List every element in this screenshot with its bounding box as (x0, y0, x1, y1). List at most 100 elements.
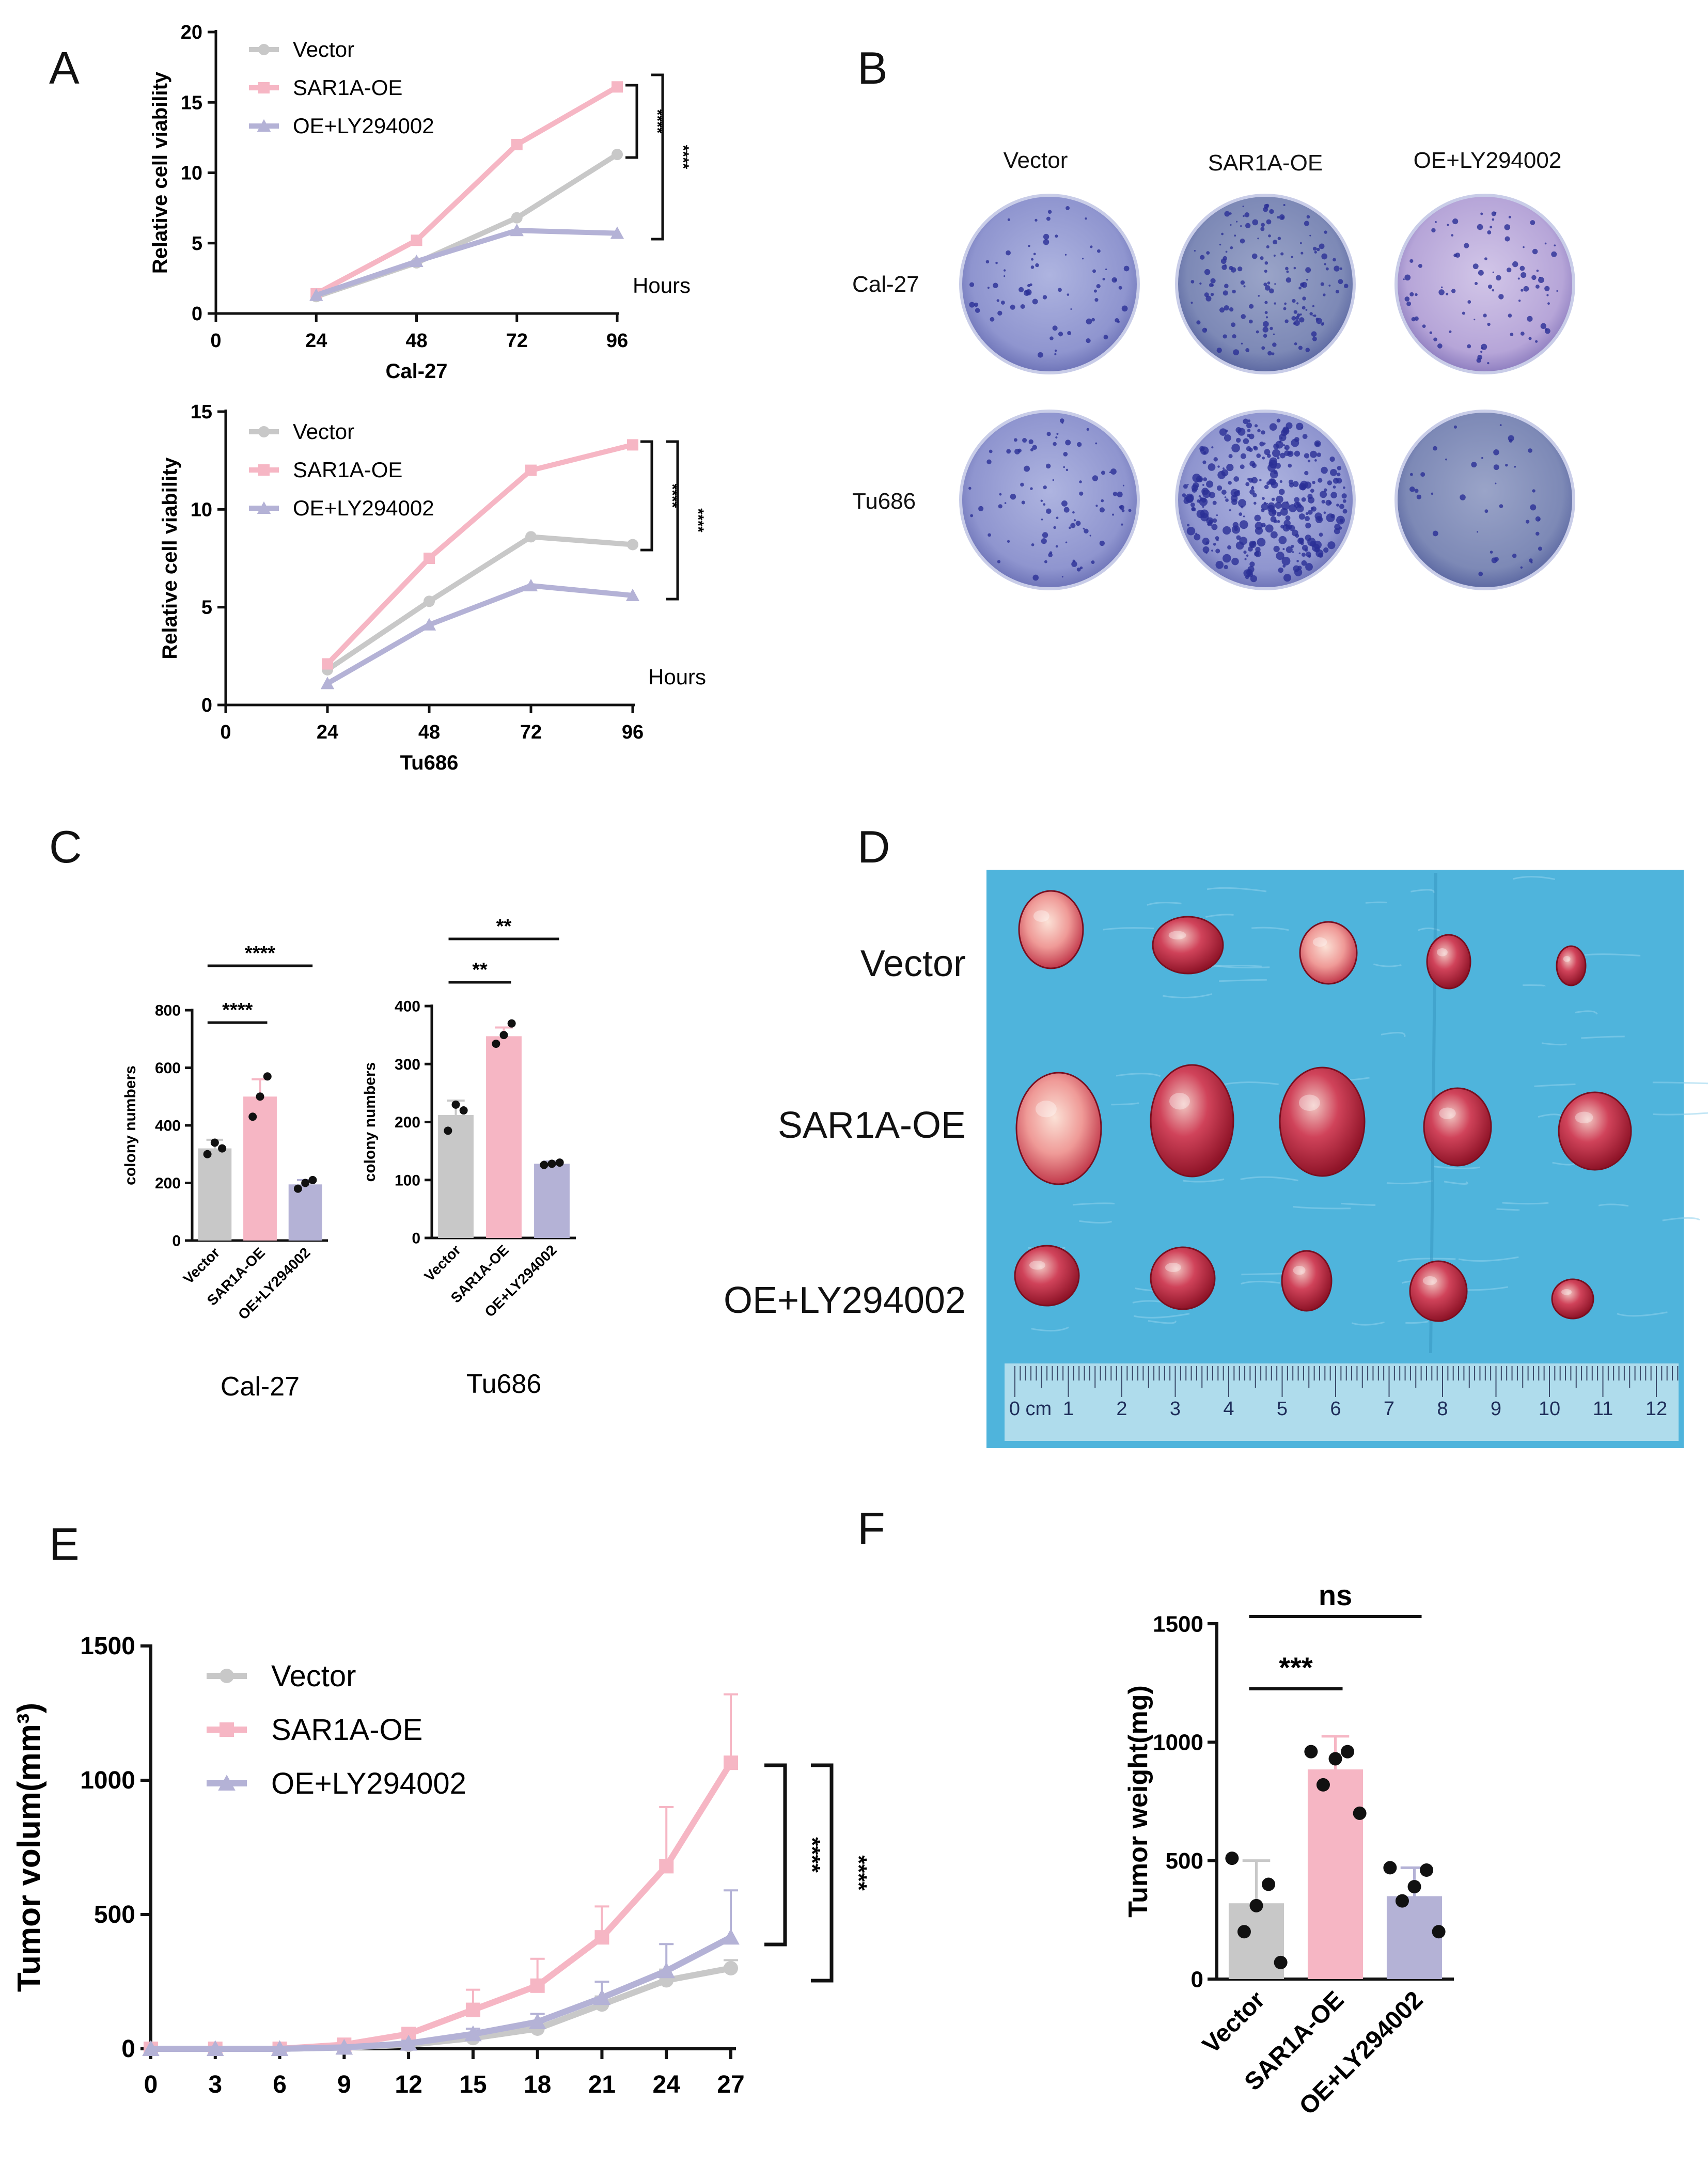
series-OE+LY294002: OE+LY294002 (142, 1767, 740, 2056)
series-Vector: Vector (144, 1659, 738, 2056)
data-point (627, 439, 638, 451)
tumor (1281, 1250, 1333, 1312)
x-tick-label: 27 (717, 2071, 744, 2098)
y-tick-label: 200 (155, 1175, 181, 1192)
colony-dish (959, 410, 1140, 590)
series-line (151, 1761, 734, 2052)
tumor (1150, 1246, 1216, 1310)
x-tick-label: 0 (220, 721, 231, 743)
data-point (528, 2013, 546, 2029)
bar-Vector (1228, 1903, 1284, 1979)
series-line (326, 583, 633, 686)
significance-label: **** (690, 508, 707, 532)
y-tick-label: 500 (94, 1901, 135, 1928)
data-point (555, 1158, 564, 1167)
significance-bracket (640, 440, 653, 552)
data-point (308, 1175, 317, 1184)
y-tick-label: 1500 (1153, 1611, 1203, 1637)
data-point (1304, 1745, 1318, 1759)
data-point (263, 1072, 272, 1081)
data-point (524, 578, 538, 592)
significance-bracket (764, 1763, 787, 1947)
series-SAR1A-OE: SAR1A-OE (144, 1693, 738, 2056)
data-point (1225, 1852, 1239, 1865)
y-tick-label: 200 (395, 1114, 420, 1131)
data-point (657, 1962, 676, 1979)
ruler-label: 7 (1384, 1398, 1394, 1420)
data-point (248, 1112, 257, 1121)
bar-SAR1A-OE (243, 1096, 277, 1241)
data-point (1316, 1778, 1330, 1792)
category-label: Vector (421, 1242, 464, 1284)
ruler-label: 2 (1116, 1398, 1127, 1420)
data-point (411, 234, 422, 246)
x-axis-title: Cal-27 (385, 360, 447, 383)
significance-bracket (666, 440, 679, 601)
y-tick-label: 5 (201, 597, 212, 619)
y-tick-label: 5 (192, 233, 202, 255)
data-point (210, 1138, 219, 1147)
tumor (1014, 1245, 1080, 1307)
legend-label: Vector (293, 419, 354, 444)
ruler-label: 10 (1539, 1398, 1560, 1420)
b-row-label-cal27: Cal-27 (852, 272, 919, 297)
y-tick-label: 0 (412, 1230, 420, 1247)
legend-marker (220, 1722, 234, 1737)
bar-SAR1A-OE (1307, 1769, 1364, 1979)
x-tick-label: 0 (144, 2071, 158, 2098)
ruler-label: 9 (1491, 1398, 1501, 1420)
y-tick-label: 100 (395, 1172, 420, 1189)
colony-dish (959, 194, 1140, 374)
y-tick-label: 10 (191, 499, 212, 521)
data-point (1274, 1955, 1288, 1969)
b-col-label-ly: OE+LY294002 (1414, 148, 1562, 173)
bar-SAR1A-OE (486, 1036, 522, 1238)
chart-a-tu686: 0 5 10 15 0 24 48 72 96 Hours Tu686 Relative cell v… (159, 401, 707, 774)
data-point (610, 226, 624, 239)
data-point (511, 212, 523, 224)
y-axis-title: Tumor weight(mg) (1123, 1685, 1153, 1918)
x-unit-label: Hours (648, 665, 706, 689)
y-tick-label: 10 (181, 163, 202, 184)
x-tick-label: 24 (305, 330, 327, 352)
data-point (1420, 1863, 1434, 1877)
data-point (1383, 1861, 1397, 1875)
series-line (151, 1934, 732, 2052)
data-point (422, 618, 436, 631)
ruler-label: 8 (1437, 1398, 1448, 1420)
data-point (612, 81, 623, 93)
b-col-label-vector: Vector (1004, 148, 1068, 173)
panel-label-c: C (49, 821, 82, 872)
b-row-label-tu686: Tu686 (852, 489, 916, 514)
bar-OE+LY294002 (534, 1164, 570, 1238)
data-point (322, 658, 333, 670)
y-tick-label: 600 (155, 1060, 181, 1077)
data-point (1432, 1925, 1446, 1939)
tumor (1556, 945, 1587, 986)
ruler-label: 4 (1223, 1398, 1234, 1420)
bar-OE+LY294002 (1386, 1896, 1443, 1979)
data-point (525, 531, 537, 543)
legend-marker (258, 426, 270, 437)
y-tick-label: 0 (192, 303, 202, 325)
data-point (1395, 1894, 1409, 1908)
y-tick-label: 15 (191, 401, 212, 423)
series-OE+LY294002: OE+LY294002 (249, 496, 640, 689)
ruler-label: 0 cm (1009, 1398, 1052, 1420)
data-point (593, 1989, 611, 2005)
data-point (1341, 1745, 1355, 1759)
d-row-label-ly: OE+LY294002 (724, 1280, 966, 1321)
y-tick-label: 1000 (80, 1767, 135, 1794)
category-label: Vector (180, 1244, 223, 1287)
significance-label: ns (1319, 1579, 1352, 1611)
significance-label: ** (472, 959, 488, 981)
series-line (315, 228, 618, 298)
x-unit-label: Hours (633, 273, 691, 297)
y-tick-label: 1500 (80, 1633, 135, 1660)
x-tick-label: 24 (317, 721, 338, 743)
ruler-label: 5 (1277, 1398, 1288, 1420)
data-point (540, 1160, 549, 1169)
x-tick-label: 72 (520, 721, 542, 743)
legend-label: SAR1A-OE (271, 1713, 422, 1747)
